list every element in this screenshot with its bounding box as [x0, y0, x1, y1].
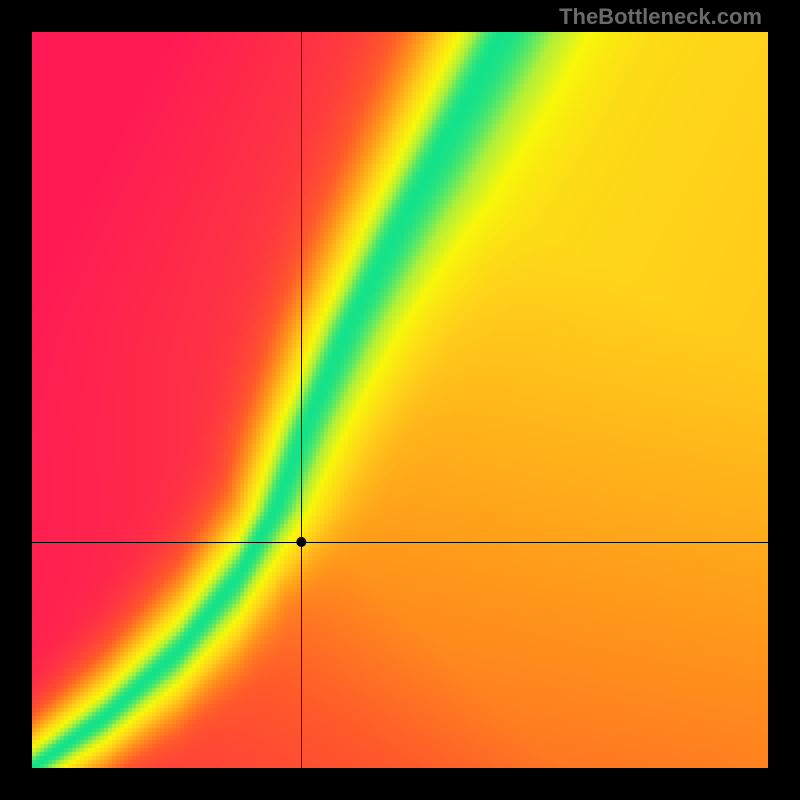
watermark-text: TheBottleneck.com: [559, 4, 762, 30]
chart-container: TheBottleneck.com: [0, 0, 800, 800]
bottleneck-heatmap-canvas: [0, 0, 800, 800]
